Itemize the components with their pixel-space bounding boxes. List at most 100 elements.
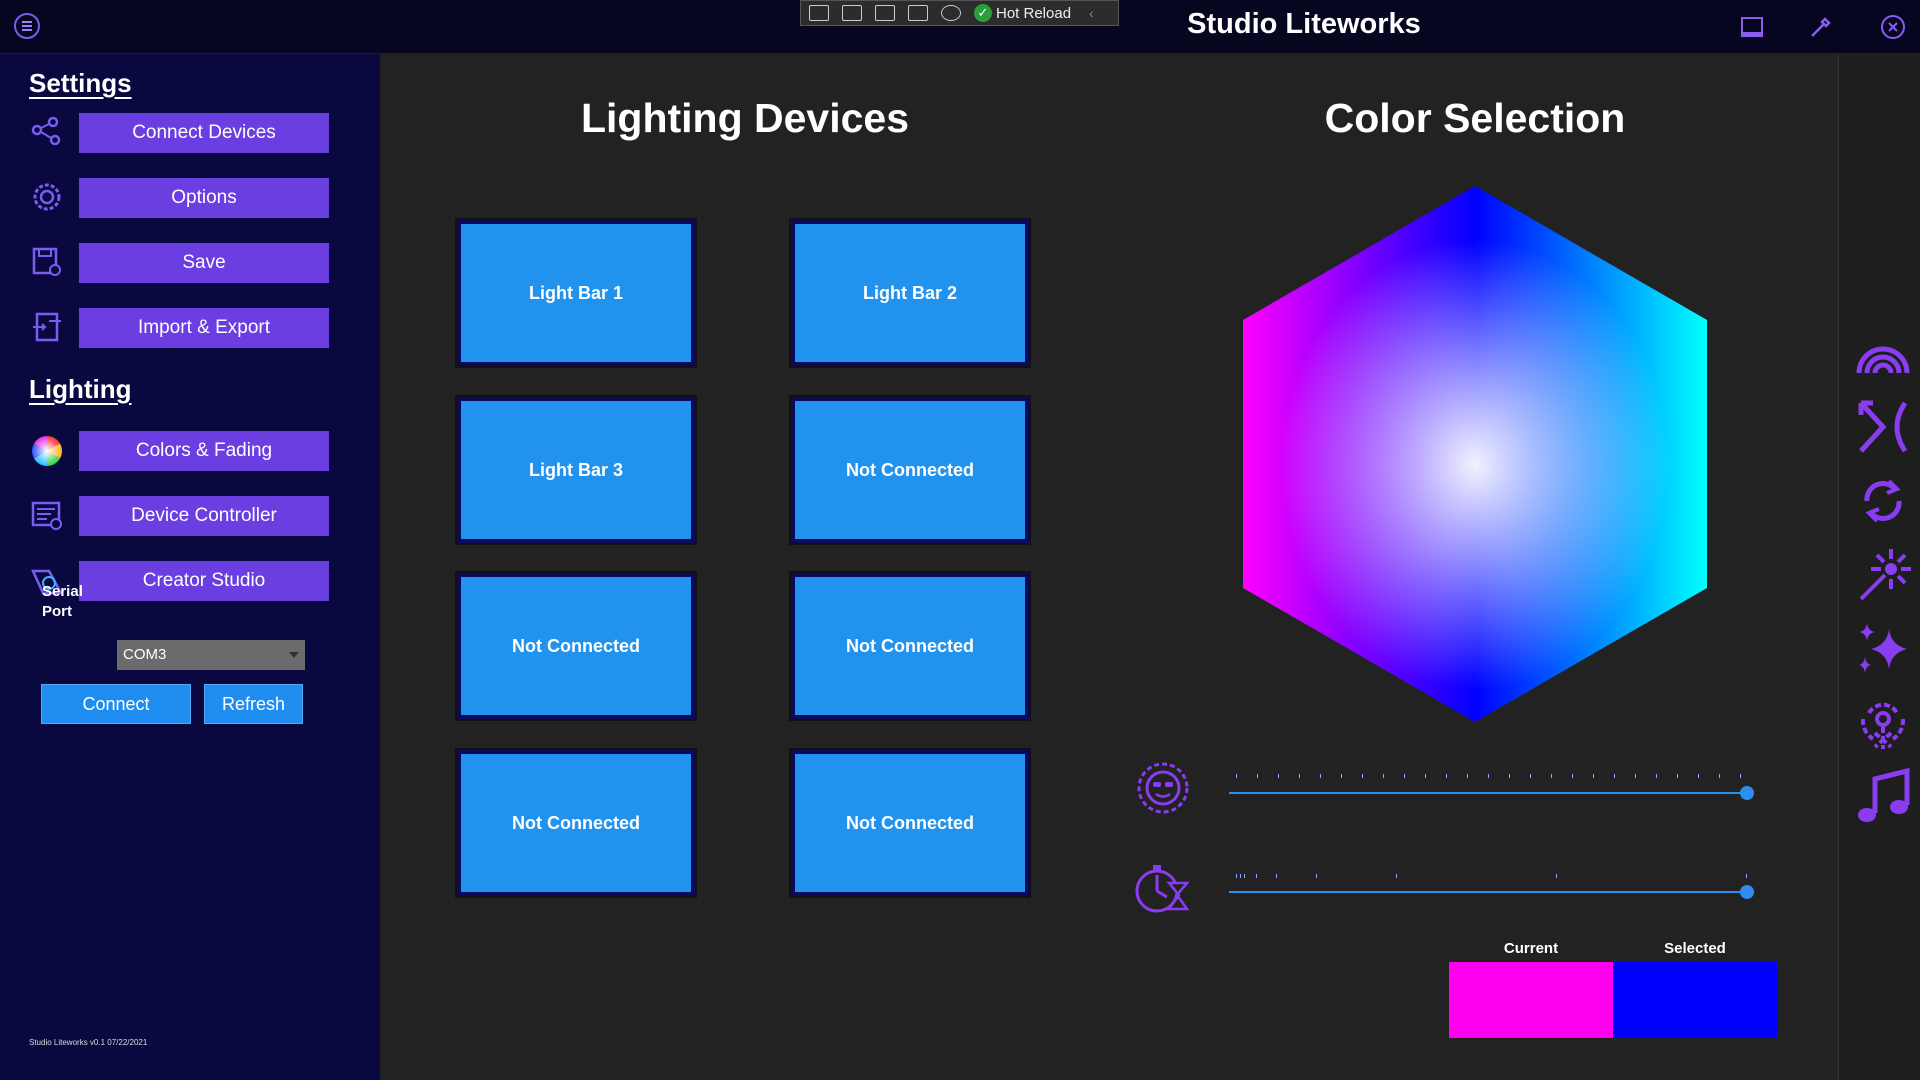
hot-reload-toolbar: ✓ Hot Reload ‹ bbox=[800, 0, 1119, 26]
select-element-icon[interactable] bbox=[809, 5, 829, 21]
slider-tick bbox=[1256, 874, 1257, 878]
slider-tick bbox=[1362, 774, 1363, 778]
slider-tick bbox=[1746, 874, 1747, 878]
device-tile[interactable]: Light Bar 3 bbox=[457, 397, 695, 543]
slider-tick bbox=[1396, 874, 1397, 878]
slider-tick bbox=[1299, 774, 1300, 778]
binding-failures-icon[interactable] bbox=[941, 5, 961, 21]
device-tile[interactable]: Not Connected bbox=[791, 750, 1029, 896]
rainbow-icon[interactable] bbox=[1853, 323, 1913, 383]
ripple-icon[interactable] bbox=[1853, 693, 1913, 753]
serial-port-select[interactable]: COM3 bbox=[117, 640, 305, 670]
chevron-left-icon[interactable]: ‹ bbox=[1089, 5, 1094, 21]
selected-color-swatch bbox=[1613, 962, 1777, 1038]
lighting-devices-title: Lighting Devices bbox=[580, 95, 910, 141]
speed-slider-track[interactable] bbox=[1229, 891, 1747, 893]
connect-button[interactable]: Connect bbox=[41, 684, 191, 724]
serial-port-value: COM3 bbox=[123, 646, 167, 663]
import-export-icon bbox=[29, 309, 65, 345]
slider-tick bbox=[1244, 874, 1245, 878]
controller-icon bbox=[29, 498, 65, 534]
brightness-slider-thumb[interactable] bbox=[1740, 786, 1754, 800]
slider-tick bbox=[1446, 774, 1447, 778]
slider-tick bbox=[1677, 774, 1678, 778]
cycle-icon[interactable] bbox=[1853, 471, 1913, 531]
creator-studio-button[interactable]: Creator Studio bbox=[79, 561, 329, 601]
hot-reload-label[interactable]: Hot Reload bbox=[996, 4, 1072, 22]
current-label: Current bbox=[1503, 940, 1559, 957]
speed-slider-thumb[interactable] bbox=[1740, 885, 1754, 899]
slider-tick bbox=[1316, 874, 1317, 878]
refresh-button[interactable]: Refresh bbox=[204, 684, 303, 724]
track-focus-icon[interactable] bbox=[908, 5, 928, 21]
save-button[interactable]: Save bbox=[79, 243, 329, 283]
share-nodes-icon bbox=[29, 114, 65, 150]
brightness-sun-icon bbox=[1133, 758, 1193, 818]
slider-tick bbox=[1740, 774, 1741, 778]
music-note-icon[interactable] bbox=[1853, 767, 1913, 827]
slider-tick bbox=[1509, 774, 1510, 778]
settings-title: Settings bbox=[29, 68, 132, 98]
slider-tick bbox=[1425, 774, 1426, 778]
pointer-icon[interactable] bbox=[842, 5, 862, 21]
app-title: Studio Liteworks bbox=[1187, 8, 1421, 40]
device-tile[interactable]: Not Connected bbox=[457, 573, 695, 719]
slider-tick bbox=[1467, 774, 1468, 778]
slider-tick bbox=[1320, 774, 1321, 778]
colors-fading-button[interactable]: Colors & Fading bbox=[79, 431, 329, 471]
device-tile[interactable]: Not Connected bbox=[791, 397, 1029, 543]
color-wheel-icon bbox=[29, 433, 65, 469]
brightness-slider-track[interactable] bbox=[1229, 792, 1747, 794]
lighting-title: Lighting bbox=[29, 374, 132, 404]
crossfade-icon[interactable] bbox=[1853, 397, 1913, 457]
color-cube-picker[interactable] bbox=[1243, 186, 1707, 722]
serial-port-label: Serial Port bbox=[42, 582, 102, 622]
save-icon bbox=[29, 244, 65, 280]
gear-icon bbox=[29, 179, 65, 215]
chevron-down-icon bbox=[289, 652, 299, 658]
device-tile[interactable]: Not Connected bbox=[457, 750, 695, 896]
serial-label-line-2: Port bbox=[42, 603, 72, 620]
slider-tick bbox=[1236, 874, 1237, 878]
color-selection-title: Color Selection bbox=[1324, 95, 1626, 141]
serial-label-line-1: Serial bbox=[42, 583, 83, 600]
selected-label: Selected bbox=[1664, 940, 1726, 957]
layout-adorner-icon[interactable] bbox=[875, 5, 895, 21]
version-text: Studio Liteworks v0.1 07/22/2021 bbox=[29, 1038, 148, 1047]
slider-tick bbox=[1276, 874, 1277, 878]
device-tile[interactable]: Not Connected bbox=[791, 573, 1029, 719]
minimize-icon[interactable] bbox=[1737, 12, 1767, 42]
slider-tick bbox=[1240, 874, 1241, 878]
slider-tick bbox=[1635, 774, 1636, 778]
device-tile[interactable]: Light Bar 1 bbox=[457, 220, 695, 366]
connect-devices-button[interactable]: Connect Devices bbox=[79, 113, 329, 153]
creator-icon bbox=[29, 563, 65, 599]
hamburger-menu-icon[interactable] bbox=[14, 13, 40, 39]
slider-tick bbox=[1488, 774, 1489, 778]
speed-ticks bbox=[1236, 874, 1747, 878]
slider-tick bbox=[1236, 774, 1237, 778]
sparkle-icon[interactable] bbox=[1853, 619, 1913, 679]
slider-tick bbox=[1257, 774, 1258, 778]
slider-tick bbox=[1698, 774, 1699, 778]
burst-icon[interactable] bbox=[1853, 545, 1913, 605]
eyedropper-icon[interactable] bbox=[1806, 12, 1836, 42]
slider-tick bbox=[1719, 774, 1720, 778]
slider-tick bbox=[1404, 774, 1405, 778]
slider-tick bbox=[1383, 774, 1384, 778]
options-button[interactable]: Options bbox=[79, 178, 329, 218]
slider-tick bbox=[1593, 774, 1594, 778]
check-icon: ✓ bbox=[974, 4, 992, 22]
device-controller-button[interactable]: Device Controller bbox=[79, 496, 329, 536]
slider-tick bbox=[1341, 774, 1342, 778]
slider-tick bbox=[1614, 774, 1615, 778]
close-icon[interactable] bbox=[1878, 12, 1908, 42]
slider-tick bbox=[1656, 774, 1657, 778]
slider-tick bbox=[1278, 774, 1279, 778]
slider-tick bbox=[1530, 774, 1531, 778]
slider-tick bbox=[1556, 874, 1557, 878]
slider-tick bbox=[1572, 774, 1573, 778]
brightness-ticks bbox=[1236, 774, 1746, 778]
device-tile[interactable]: Light Bar 2 bbox=[791, 220, 1029, 366]
import-export-button[interactable]: Import & Export bbox=[79, 308, 329, 348]
